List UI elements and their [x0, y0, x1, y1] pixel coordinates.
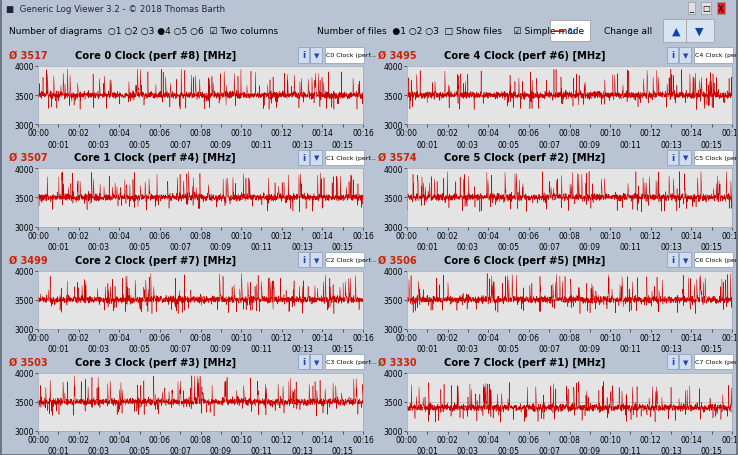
Text: Change all: Change all [604, 27, 652, 36]
Text: ▼: ▼ [683, 155, 688, 161]
FancyBboxPatch shape [311, 354, 322, 369]
FancyBboxPatch shape [311, 253, 322, 268]
Text: i: i [302, 51, 305, 61]
Text: C6 Clock (perf...: C6 Clock (perf... [695, 258, 738, 263]
Text: _: _ [689, 5, 694, 14]
Text: Number of diagrams  ○1 ○2 ○3 ●4 ○5 ○6  ☑ Two columns: Number of diagrams ○1 ○2 ○3 ●4 ○5 ○6 ☑ T… [9, 27, 278, 36]
Text: X: X [718, 5, 724, 14]
Text: ▼: ▼ [314, 155, 319, 161]
Text: □: □ [703, 5, 710, 14]
Text: Number of files  ●1 ○2 ○3  □ Show files    ☑ Simple mode: Number of files ●1 ○2 ○3 □ Show files ☑ … [317, 27, 584, 36]
Text: ▼: ▼ [683, 359, 688, 365]
Text: Ø 3506: Ø 3506 [379, 255, 417, 265]
Text: Ø 3517: Ø 3517 [10, 51, 48, 61]
Text: C3 Clock (perf...: C3 Clock (perf... [326, 359, 376, 364]
Text: ▼: ▼ [314, 359, 319, 365]
FancyBboxPatch shape [311, 48, 322, 63]
Text: Ø 3574: Ø 3574 [379, 153, 417, 163]
Text: ▼: ▼ [314, 257, 319, 263]
Text: i: i [671, 255, 674, 264]
Text: C1 Clock (perf...: C1 Clock (perf... [326, 156, 376, 161]
Text: Core 2 Clock (perf #7) [MHz]: Core 2 Clock (perf #7) [MHz] [75, 255, 236, 265]
Text: ■  Generic Log Viewer 3.2 - © 2018 Thomas Barth: ■ Generic Log Viewer 3.2 - © 2018 Thomas… [6, 5, 225, 15]
FancyBboxPatch shape [680, 48, 691, 63]
Text: ▼: ▼ [314, 53, 319, 59]
Text: ▼: ▼ [683, 257, 688, 263]
FancyBboxPatch shape [666, 253, 678, 268]
Text: C4 Clock (perf...: C4 Clock (perf... [695, 53, 738, 58]
FancyBboxPatch shape [550, 20, 590, 42]
FancyBboxPatch shape [694, 48, 734, 63]
Text: ▲: ▲ [672, 26, 680, 36]
Text: Core 1 Clock (perf #4) [MHz]: Core 1 Clock (perf #4) [MHz] [75, 153, 236, 163]
FancyBboxPatch shape [325, 253, 365, 268]
Text: C5 Clock (perf...: C5 Clock (perf... [695, 156, 738, 161]
FancyBboxPatch shape [666, 150, 678, 166]
FancyBboxPatch shape [694, 253, 734, 268]
Text: C2 Clock (perf...: C2 Clock (perf... [326, 258, 376, 263]
Text: Core 0 Clock (perf #8) [MHz]: Core 0 Clock (perf #8) [MHz] [75, 51, 236, 61]
FancyBboxPatch shape [297, 253, 309, 268]
Text: C7 Clock (perf...: C7 Clock (perf... [695, 359, 738, 364]
FancyBboxPatch shape [325, 48, 365, 63]
Text: Core 7 Clock (perf #1) [MHz]: Core 7 Clock (perf #1) [MHz] [444, 357, 605, 367]
FancyBboxPatch shape [694, 354, 734, 369]
Text: Core 4 Clock (perf #6) [MHz]: Core 4 Clock (perf #6) [MHz] [444, 51, 605, 61]
FancyBboxPatch shape [686, 20, 714, 43]
Text: Ø 3503: Ø 3503 [10, 357, 48, 367]
FancyBboxPatch shape [325, 150, 365, 166]
FancyBboxPatch shape [680, 150, 691, 166]
Text: Ø 3495: Ø 3495 [379, 51, 417, 61]
Text: ↻: ↻ [568, 26, 576, 36]
FancyBboxPatch shape [297, 354, 309, 369]
Text: ▼: ▼ [683, 53, 688, 59]
Text: i: i [671, 51, 674, 61]
Text: Ø 3507: Ø 3507 [10, 153, 48, 163]
FancyBboxPatch shape [666, 48, 678, 63]
Text: Core 3 Clock (perf #3) [MHz]: Core 3 Clock (perf #3) [MHz] [75, 357, 236, 367]
Text: i: i [302, 255, 305, 264]
Text: Core 6 Clock (perf #5) [MHz]: Core 6 Clock (perf #5) [MHz] [444, 255, 605, 265]
FancyBboxPatch shape [694, 150, 734, 166]
Text: i: i [302, 153, 305, 162]
FancyBboxPatch shape [325, 354, 365, 369]
FancyBboxPatch shape [680, 354, 691, 369]
Text: i: i [671, 153, 674, 162]
Text: C0 Clock (perf...: C0 Clock (perf... [326, 53, 376, 58]
FancyBboxPatch shape [311, 150, 322, 166]
Text: i: i [671, 358, 674, 366]
Text: i: i [302, 358, 305, 366]
Text: —: — [552, 25, 565, 38]
Text: Core 5 Clock (perf #2) [MHz]: Core 5 Clock (perf #2) [MHz] [444, 153, 605, 163]
FancyBboxPatch shape [297, 48, 309, 63]
FancyBboxPatch shape [666, 354, 678, 369]
Text: Ø 3499: Ø 3499 [10, 255, 48, 265]
FancyBboxPatch shape [680, 253, 691, 268]
FancyBboxPatch shape [663, 20, 691, 43]
Text: Ø 3330: Ø 3330 [379, 357, 417, 367]
FancyBboxPatch shape [297, 150, 309, 166]
Text: ▼: ▼ [695, 26, 704, 36]
